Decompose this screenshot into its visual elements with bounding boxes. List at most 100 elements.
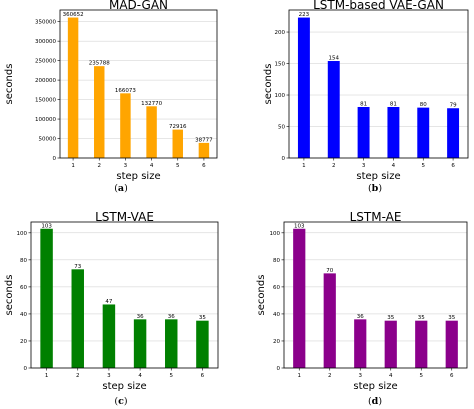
bar xyxy=(94,66,105,158)
bar xyxy=(293,228,306,368)
data-label: 166073 xyxy=(115,88,136,94)
y-tick-label: 350000 xyxy=(35,20,56,26)
x-tick-label: 6 xyxy=(451,163,455,169)
x-tick-label: 1 xyxy=(298,373,302,379)
data-label: 36 xyxy=(357,314,364,320)
data-label: 132770 xyxy=(141,101,162,107)
x-tick-label: 3 xyxy=(124,163,128,169)
bar xyxy=(146,106,157,158)
data-label: 360652 xyxy=(63,12,84,18)
bar xyxy=(297,17,310,158)
x-tick-label: 3 xyxy=(107,373,111,379)
data-label: 235788 xyxy=(89,61,110,67)
bar xyxy=(417,107,430,158)
data-label: 38777 xyxy=(195,137,213,143)
x-axis-label: step size xyxy=(116,171,160,182)
bar xyxy=(387,106,400,158)
bar xyxy=(447,108,460,158)
x-tick-label: 2 xyxy=(98,163,102,169)
panel-caption-letter: a xyxy=(118,183,124,194)
y-tick-label: 300000 xyxy=(35,39,56,45)
y-tick-label: 200 xyxy=(275,30,286,36)
x-axis-label: step size xyxy=(102,381,146,392)
data-label: 103 xyxy=(294,223,305,229)
chart-panel-a: 0 50000 100000 150000 200000 250000 300000 3500… xyxy=(4,0,218,194)
x-tick-label: 1 xyxy=(71,163,75,169)
data-label: 81 xyxy=(390,101,397,107)
y-tick-label: 200000 xyxy=(35,78,56,84)
y-tick-label: 100 xyxy=(275,93,286,99)
bar xyxy=(196,320,209,368)
panel-caption-letter: c xyxy=(118,396,124,407)
data-label: 70 xyxy=(326,268,333,274)
bar xyxy=(357,106,370,158)
y-tick-label: 0 xyxy=(53,156,57,162)
x-tick-label: 6 xyxy=(202,163,206,169)
plot-frame xyxy=(59,9,218,159)
bar xyxy=(133,319,147,368)
y-tick-label: 250000 xyxy=(35,59,56,65)
y-tick-label: 0 xyxy=(282,156,286,162)
x-tick-label: 3 xyxy=(362,163,366,169)
chart-title: LSTM-based VAE-GAN xyxy=(313,0,444,12)
x-tick-label: 5 xyxy=(170,373,174,379)
bar xyxy=(165,319,178,368)
bar xyxy=(67,17,79,158)
plot-frame xyxy=(288,9,469,159)
data-label: 81 xyxy=(360,101,367,107)
data-label: 47 xyxy=(105,299,112,305)
panel-caption-letter: b xyxy=(372,183,379,194)
y-tick-label: 20 xyxy=(273,339,280,345)
bar xyxy=(354,319,367,368)
panel-caption: (a) xyxy=(114,183,128,194)
data-label: 72916 xyxy=(169,124,187,130)
plot-frame xyxy=(283,221,468,369)
chart-panel-d: 0 20 40 60 80 100 103 1 70 2 36 3 35 4 35 5 35 6 LSTM-AE st… xyxy=(256,210,468,407)
bar xyxy=(327,61,340,158)
y-tick-label: 50000 xyxy=(39,137,57,143)
x-tick-label: 1 xyxy=(302,163,306,169)
y-tick-label: 0 xyxy=(277,366,281,372)
bar xyxy=(198,142,210,158)
x-tick-label: 4 xyxy=(138,373,142,379)
y-tick-label: 40 xyxy=(273,312,280,318)
x-tick-label: 2 xyxy=(328,373,332,379)
data-label: 79 xyxy=(450,103,457,109)
x-tick-label: 2 xyxy=(76,373,80,379)
y-tick-label: 60 xyxy=(20,285,27,291)
x-tick-label: 5 xyxy=(420,373,424,379)
y-tick-label: 0 xyxy=(24,366,28,372)
data-label: 35 xyxy=(199,315,206,321)
data-label: 223 xyxy=(299,12,310,18)
x-tick-label: 5 xyxy=(176,163,180,169)
bar xyxy=(120,93,131,158)
x-axis-label: step size xyxy=(356,171,400,182)
x-axis-label: step size xyxy=(353,381,397,392)
y-tick-label: 100 xyxy=(17,231,28,237)
y-axis-label: seconds xyxy=(4,64,15,105)
bar xyxy=(445,320,458,368)
data-label: 36 xyxy=(168,314,175,320)
bar xyxy=(415,320,428,368)
y-tick-label: 150000 xyxy=(35,98,56,104)
data-label: 35 xyxy=(448,315,455,321)
y-tick-label: 100000 xyxy=(35,117,56,123)
y-tick-label: 80 xyxy=(20,258,27,264)
chart-panel-c: 0 20 40 60 80 100 103 1 73 2 47 3 36 4 36 5 35 6 LSTM-VAE s… xyxy=(4,210,219,407)
panel-caption: (d) xyxy=(368,396,382,407)
y-tick-label: 100 xyxy=(270,231,281,237)
x-tick-label: 4 xyxy=(150,163,154,169)
y-axis-label: seconds xyxy=(263,64,274,105)
chart-title: LSTM-VAE xyxy=(95,210,154,224)
y-tick-label: 60 xyxy=(273,285,280,291)
chart-title: MAD-GAN xyxy=(109,0,168,12)
panel-caption-letter: d xyxy=(372,396,379,407)
bar xyxy=(40,228,53,368)
y-tick-label: 50 xyxy=(278,125,285,131)
data-label: 80 xyxy=(420,102,427,108)
x-tick-label: 5 xyxy=(422,163,426,169)
data-label: 35 xyxy=(418,315,425,321)
x-tick-label: 6 xyxy=(201,373,205,379)
plot-frame xyxy=(30,221,219,369)
